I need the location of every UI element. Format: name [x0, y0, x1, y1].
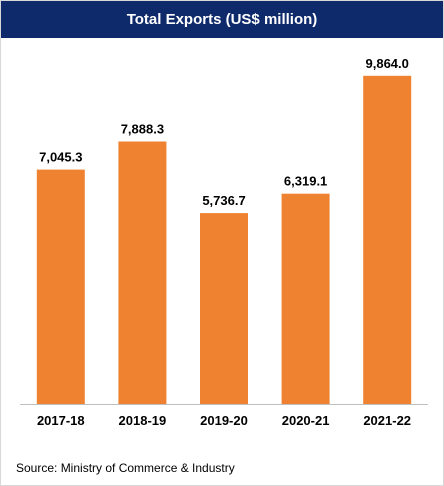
chart-title: Total Exports (US$ million)	[126, 10, 318, 28]
source-note: Source: Ministry of Commerce & Industry	[16, 461, 235, 475]
data-label-2021-22: 9,864.0	[366, 56, 409, 71]
data-label-2017-18: 7,045.3	[39, 150, 82, 165]
bar-chart: 7,045.3 2017-18 7,888.3 2018-19 5,736.7 2019-…	[20, 56, 428, 428]
x-tick-label-2017-18: 2017-18	[37, 413, 85, 428]
data-label-2018-19: 7,888.3	[121, 122, 164, 137]
x-tick-label-2018-19: 2018-19	[119, 413, 167, 428]
bar-2018-19	[118, 141, 167, 404]
chart-title-bar: Total Exports (US$ million)	[0, 0, 444, 38]
bar-2019-20	[200, 213, 248, 404]
bar-2020-21	[281, 193, 330, 404]
bar-2021-22	[363, 75, 412, 405]
data-label-2019-20: 5,736.7	[202, 193, 245, 208]
x-tick-label-2021-22: 2021-22	[363, 413, 411, 428]
bar-2017-18	[36, 169, 85, 404]
x-tick-label-2020-21: 2020-21	[282, 413, 330, 428]
x-tick-label-2019-20: 2019-20	[200, 413, 248, 428]
data-label-2020-21: 6,319.1	[284, 174, 327, 189]
